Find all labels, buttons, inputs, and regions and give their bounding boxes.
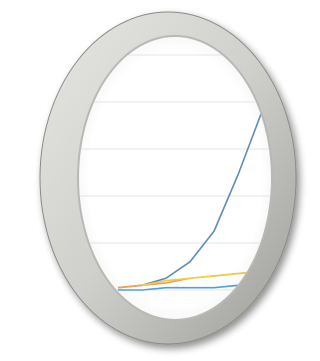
window [79, 37, 271, 319]
framed-chart [0, 0, 312, 361]
